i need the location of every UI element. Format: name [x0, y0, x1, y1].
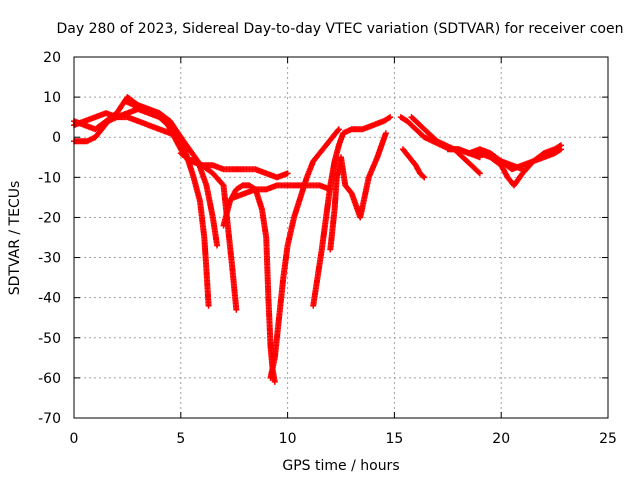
data-point: [476, 170, 483, 177]
x-tick-label: 0: [70, 431, 79, 447]
data-point: [519, 166, 526, 173]
data-point: [284, 170, 291, 177]
series-arc-15: [487, 142, 565, 189]
y-tick-label: -40: [38, 291, 61, 307]
y-tick-label: 0: [52, 130, 61, 146]
x-tick-label: 5: [176, 431, 185, 447]
y-tick-label: -70: [38, 411, 61, 427]
y-tick-label: 20: [43, 50, 61, 66]
chart-title: Day 280 of 2023, Sidereal Day-to-day VTE…: [57, 21, 624, 37]
y-tick-label: -30: [38, 251, 61, 267]
series-arc-16: [466, 150, 526, 173]
data-point: [177, 134, 184, 141]
series-arc-13: [408, 114, 483, 177]
y-tick-label: -50: [38, 331, 61, 347]
x-tick-label: 20: [492, 431, 510, 447]
series-arc-5: [177, 150, 291, 181]
data-point: [205, 302, 212, 309]
y-tick-label: -20: [38, 210, 61, 226]
series-arc-10: [327, 130, 389, 253]
data-point: [233, 306, 240, 313]
series-arc-6: [220, 182, 278, 385]
series-arc-9: [310, 114, 394, 309]
y-tick-label: -60: [38, 371, 61, 387]
data-point: [335, 126, 342, 133]
tick-labels: 0 5 10 15 20 25 -70 -60 -50 -40 -30 -20 -10 0 10 20: [38, 50, 617, 447]
x-axis-label: GPS time / hours: [282, 458, 399, 474]
data-point: [214, 242, 221, 249]
y-tick-label: -10: [38, 170, 61, 186]
series-arc-12: [399, 146, 428, 181]
data-point: [475, 169, 482, 176]
axis-ticks: [73, 56, 609, 419]
data-point: [421, 174, 428, 181]
y-tick-label: 10: [43, 90, 61, 106]
series-arc-4: [122, 98, 240, 313]
series-arc-7: [267, 126, 342, 381]
data-point: [420, 173, 427, 180]
plot-frame: [73, 56, 609, 419]
x-tick-label: 10: [279, 431, 297, 447]
y-axis-label: SDTVAR / TECUs: [7, 181, 23, 296]
plot-area: [71, 94, 565, 385]
data-point: [382, 130, 389, 137]
data-point: [334, 127, 341, 134]
data-point: [558, 142, 565, 149]
x-tick-label: 25: [599, 431, 617, 447]
grid-lines: [74, 57, 608, 418]
data-point: [387, 114, 394, 121]
data-point: [271, 378, 278, 385]
x-tick-label: 15: [385, 431, 403, 447]
